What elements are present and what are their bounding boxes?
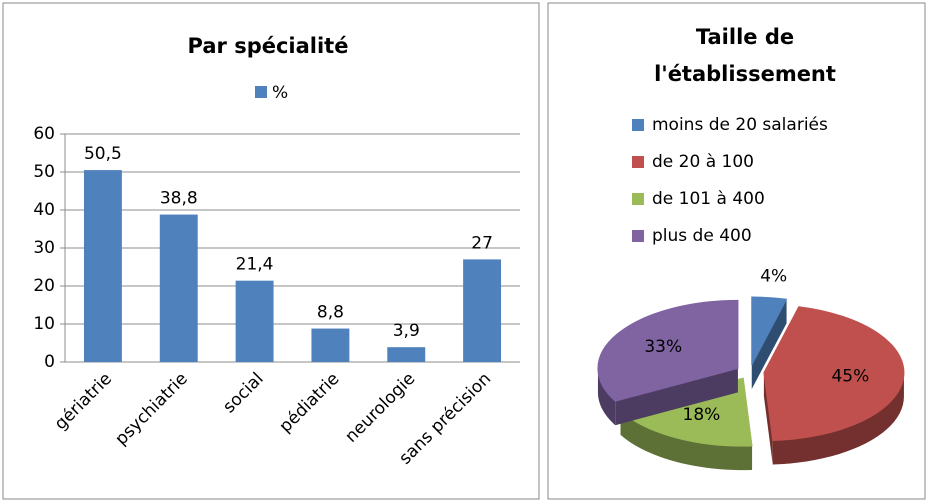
legend-label: de 20 à 100 [652,152,754,172]
slice [763,306,905,442]
value-label: 18% [683,405,721,425]
value-label: 38,8 [160,189,198,209]
pie-title: Taille de [696,25,794,49]
bar [311,328,350,362]
legend-swatch [632,119,644,131]
value-label: 3,9 [393,321,420,341]
value-label: 21,4 [236,255,274,275]
slice-wall [615,368,738,426]
y-tick-label: 40 [33,200,55,220]
y-tick-label: 30 [33,238,55,258]
y-tick-label: 60 [33,124,55,144]
left-chart-frame [2,2,540,500]
bar [83,170,122,362]
bar [387,347,426,362]
slice-wall [763,372,773,465]
pie-title: l'établissement [654,62,836,86]
legend-swatch [632,156,644,168]
slice-side [772,372,904,465]
y-tick-label: 50 [33,162,55,182]
bar [235,280,274,362]
bar [159,214,198,362]
legend-label: de 101 à 400 [652,189,765,209]
value-label: 8,8 [317,303,344,323]
legend-label: plus de 400 [652,226,752,246]
slice [751,296,788,366]
legend-label: moins de 20 salariés [652,115,828,135]
slice-wall [751,299,787,390]
value-label: 50,5 [84,144,122,164]
y-tick-label: 10 [33,314,55,334]
y-tick-label: 20 [33,276,55,296]
value-label: 33% [644,337,682,357]
legend-swatch [255,86,267,98]
bar [463,259,502,362]
y-tick-label: 0 [44,352,55,372]
legend-swatch [632,230,644,242]
legend-label: % [272,83,288,103]
value-label: 27 [471,233,493,253]
slice [597,299,739,402]
legend-swatch [632,193,644,205]
slice-side [597,368,616,426]
value-label: 45% [831,367,869,387]
value-label: 4% [760,267,787,287]
bar-title: Par spécialité [188,34,349,58]
